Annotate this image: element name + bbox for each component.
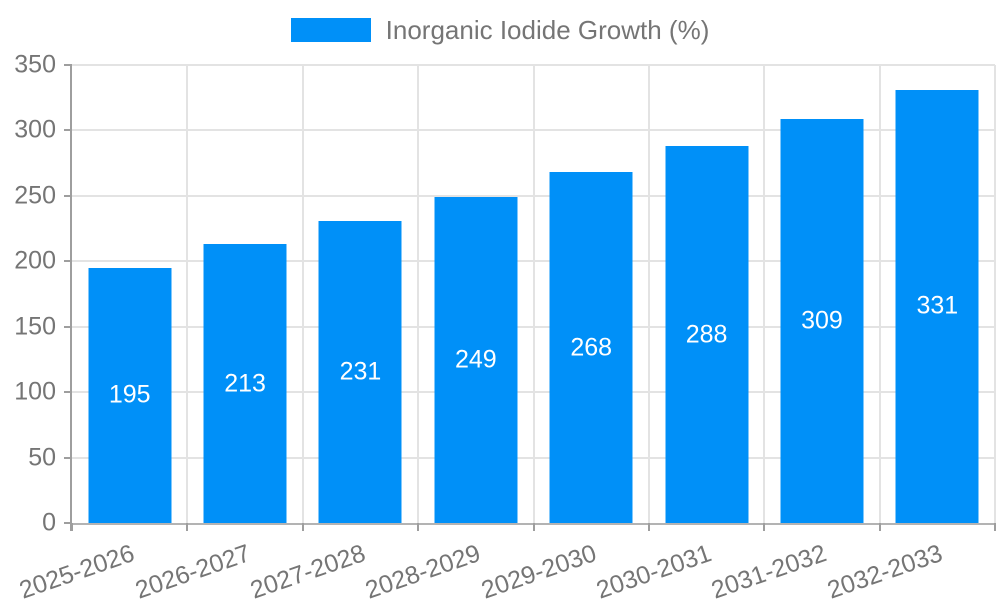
bar-series: 195 213 231 249 268 288 309 331 xyxy=(72,65,995,523)
bar-2028-2029[interactable]: 249 xyxy=(434,197,518,523)
bar-slot: 231 xyxy=(303,65,418,523)
x-axis-tick-label: 2028-2029 xyxy=(362,539,485,600)
y-axis-tick-label: 350 xyxy=(14,50,56,79)
x-axis-tick-label: 2025-2026 xyxy=(15,539,139,600)
y-axis-tick-label: 0 xyxy=(42,508,56,537)
y-axis-tick xyxy=(64,260,72,263)
x-axis-tick-label: 2031-2032 xyxy=(708,539,831,600)
y-axis-tick xyxy=(64,391,72,394)
legend-item[interactable]: Inorganic Iodide Growth (%) xyxy=(0,17,1000,43)
y-axis-tick xyxy=(64,522,72,524)
bar-slot: 309 xyxy=(764,65,879,523)
x-axis-tick-label: 2030-2031 xyxy=(592,539,716,600)
x-axis-tick xyxy=(532,523,535,531)
bar-value-label: 195 xyxy=(108,380,151,409)
v-gridline xyxy=(763,65,766,523)
x-axis-tick xyxy=(186,523,189,531)
bar-slot: 249 xyxy=(418,65,533,523)
x-axis-tick-label: 2029-2030 xyxy=(477,539,600,600)
bar-2026-2027[interactable]: 213 xyxy=(203,244,287,523)
v-gridline xyxy=(186,65,189,523)
y-axis-tick-label: 100 xyxy=(14,377,56,406)
bar-2025-2026[interactable]: 195 xyxy=(88,267,172,523)
y-axis-tick xyxy=(64,194,72,197)
y-axis-tick-label: 300 xyxy=(14,115,56,144)
x-axis-tick xyxy=(301,523,304,531)
x-axis-tick-label: 2026-2027 xyxy=(131,539,254,600)
bar-value-label: 213 xyxy=(224,369,266,398)
x-axis-tick-label: 2027-2028 xyxy=(246,539,369,600)
bar-2030-2031[interactable]: 288 xyxy=(665,146,749,523)
legend-swatch-icon xyxy=(290,18,371,42)
bar-value-label: 331 xyxy=(916,291,959,320)
bar-value-label: 268 xyxy=(570,333,613,362)
bar-slot: 288 xyxy=(649,65,764,523)
bar-value-label: 231 xyxy=(339,357,382,386)
x-axis-tick xyxy=(71,523,73,531)
bar-slot: 331 xyxy=(880,65,995,523)
y-axis-tick-label: 200 xyxy=(14,246,56,275)
legend-label: Inorganic Iodide Growth (%) xyxy=(385,15,710,45)
v-gridline xyxy=(301,65,304,523)
x-axis-tick xyxy=(647,523,650,531)
bar-value-label: 288 xyxy=(685,320,728,349)
y-axis-tick-label: 150 xyxy=(14,312,56,341)
v-gridline xyxy=(417,65,420,523)
v-gridline xyxy=(994,65,996,523)
plot-area: 195 213 231 249 268 288 309 331 xyxy=(72,64,996,523)
v-gridline xyxy=(532,65,535,523)
y-axis-tick-label: 50 xyxy=(28,443,56,472)
bar-2031-2032[interactable]: 309 xyxy=(780,118,864,523)
y-axis-tick xyxy=(64,325,72,328)
x-axis-tick-label: 2032-2033 xyxy=(823,539,946,600)
x-axis-tick xyxy=(763,523,766,531)
v-gridline xyxy=(647,65,650,523)
bar-2027-2028[interactable]: 231 xyxy=(318,220,402,523)
bar-slot: 213 xyxy=(187,65,302,523)
x-axis-tick xyxy=(994,523,996,531)
bar-2032-2033[interactable]: 331 xyxy=(895,89,979,523)
x-axis-tick xyxy=(878,523,881,531)
y-axis-tick xyxy=(64,456,72,459)
y-axis-line xyxy=(70,65,72,531)
y-axis-tick xyxy=(64,129,72,132)
bar-value-label: 309 xyxy=(801,306,843,335)
y-axis-tick xyxy=(64,64,72,66)
bar-slot: 195 xyxy=(72,65,187,523)
bar-2029-2030[interactable]: 268 xyxy=(549,172,633,523)
x-axis-tick xyxy=(417,523,420,531)
v-gridline xyxy=(878,65,881,523)
bar-value-label: 249 xyxy=(454,345,497,374)
bar-slot: 268 xyxy=(534,65,649,523)
y-axis-tick-label: 250 xyxy=(14,181,56,210)
